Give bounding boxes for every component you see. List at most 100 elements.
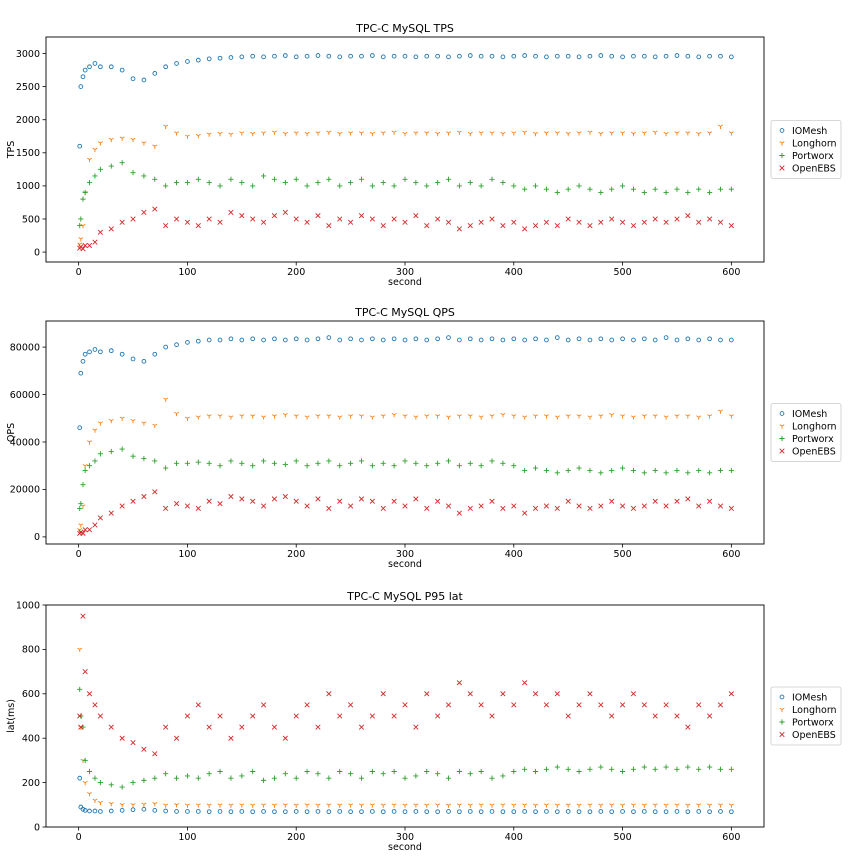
tps-point-openebs (80, 246, 86, 252)
tps-y-axis-title: TPS (6, 141, 17, 160)
qps-legend-box (770, 403, 842, 462)
qps-point-portworx (293, 458, 299, 464)
tps-point-openebs (119, 219, 125, 225)
lat-point-openebs (532, 691, 539, 697)
lat-point-openebs (78, 724, 84, 730)
qps-point-longhorn (391, 413, 397, 418)
lat-point-longhorn (82, 780, 88, 786)
lat-point-portworx (163, 771, 169, 777)
tps-point-longhorn (80, 223, 86, 229)
lat-point-longhorn (174, 803, 180, 808)
tps-series-portworx (77, 160, 734, 229)
lat-point-iomesh (424, 809, 430, 815)
tps-point-openebs (293, 216, 299, 222)
lat-point-iomesh (141, 806, 147, 812)
qps-point-iomesh (87, 349, 92, 355)
qps-point-portworx (239, 460, 245, 466)
qps-point-portworx (424, 463, 430, 469)
tps-point-portworx (358, 176, 365, 182)
tps-point-portworx (86, 179, 93, 186)
qps-point-iomesh (185, 340, 190, 345)
qps-point-iomesh (696, 337, 702, 343)
tps-point-longhorn (456, 130, 462, 135)
tps-point-iomesh (82, 67, 88, 73)
qps-point-portworx (663, 470, 669, 476)
qps-point-portworx (717, 467, 724, 474)
qps-point-openebs (119, 503, 125, 509)
tps-point-longhorn (97, 141, 103, 146)
tps-point-portworx (685, 189, 691, 196)
lat-point-portworx (391, 768, 397, 775)
tps-point-portworx (119, 160, 125, 166)
lat-point-longhorn (456, 803, 462, 808)
lat-point-iomesh (478, 809, 484, 815)
qps-series-iomesh (77, 335, 734, 431)
lat-point-openebs (489, 713, 495, 719)
lat-point-portworx (337, 768, 343, 775)
qps-point-longhorn (652, 414, 658, 419)
tps-x-tick-label: 300 (396, 267, 414, 278)
tps-point-iomesh (119, 67, 125, 73)
tps-point-longhorn (630, 131, 636, 137)
tps-point-longhorn (92, 147, 98, 153)
qps-point-iomesh (78, 370, 84, 376)
qps-point-portworx (206, 460, 212, 466)
lat-point-openebs (630, 691, 637, 697)
lat-point-iomesh (108, 808, 114, 814)
tps-chart-title: TPC-C MySQL TPS (355, 22, 454, 35)
qps-point-portworx (630, 467, 637, 474)
tps-point-longhorn (609, 131, 615, 136)
lat-point-iomesh (239, 809, 245, 814)
tps-point-openebs (92, 239, 98, 245)
lat-point-iomesh (565, 809, 571, 814)
qps-point-iomesh (489, 336, 495, 342)
lat-point-portworx (445, 775, 452, 781)
tps-point-openebs (445, 219, 452, 225)
lat-point-portworx (282, 771, 288, 777)
lat-point-iomesh (195, 809, 201, 814)
lat-point-iomesh (533, 809, 538, 815)
lat-point-iomesh (663, 809, 669, 815)
qps-point-openebs (663, 503, 669, 509)
tps-x-tick-label: 400 (505, 267, 523, 278)
lat-point-portworx (195, 775, 201, 781)
lat-point-openebs (402, 702, 408, 708)
qps-y-axis-title: QPS (6, 423, 17, 442)
tps-point-portworx (478, 183, 484, 189)
qps-point-iomesh (413, 336, 419, 342)
qps-point-portworx (173, 460, 180, 466)
tps-point-longhorn (391, 130, 397, 135)
tps-point-longhorn (717, 124, 723, 129)
tps-point-openebs (587, 222, 593, 229)
qps-point-longhorn (78, 523, 84, 528)
qps-point-iomesh (282, 337, 288, 343)
tps-series-openebs (77, 206, 734, 252)
tps-point-iomesh (163, 64, 169, 70)
lat-point-longhorn (576, 803, 582, 808)
tps-point-iomesh (587, 53, 593, 59)
qps-axes-frame (45, 320, 765, 545)
lat-point-openebs (380, 691, 386, 697)
lat-point-portworx (522, 766, 528, 772)
qps-point-portworx (380, 460, 386, 466)
lat-point-portworx (728, 766, 734, 772)
tps-point-iomesh (185, 59, 190, 64)
tps-point-iomesh (424, 53, 430, 59)
tps-series-longhorn (77, 124, 734, 247)
lat-point-openebs (80, 613, 86, 619)
qps-point-openebs (82, 527, 88, 533)
lat-point-portworx (108, 782, 114, 788)
tps-point-openebs (522, 226, 528, 232)
tps-point-longhorn (565, 131, 571, 137)
qps-point-iomesh (424, 337, 430, 343)
tps-point-openebs (358, 213, 365, 219)
qps-x-tick-label: 200 (287, 549, 305, 560)
qps-point-iomesh (206, 337, 212, 343)
qps-point-portworx (532, 465, 539, 471)
lat-point-portworx (380, 771, 386, 777)
lat-point-longhorn (728, 803, 734, 808)
tps-point-portworx (97, 166, 103, 172)
lat-point-longhorn (696, 803, 702, 808)
lat-point-portworx (369, 768, 375, 775)
qps-point-longhorn (674, 414, 680, 419)
